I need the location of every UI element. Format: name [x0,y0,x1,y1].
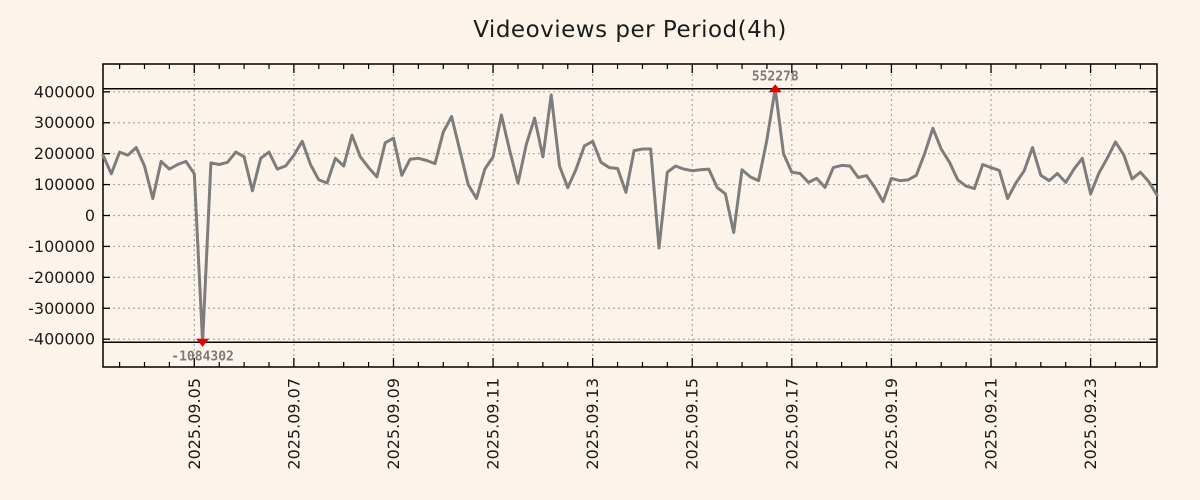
x-axis-tick-label: 2025.09.09 [384,378,403,470]
y-axis-tick-label: 400000 [34,82,95,101]
y-axis-tick-label: -400000 [28,330,95,349]
plot-border [102,63,1158,368]
max-marker-triangle-icon [768,84,782,93]
x-axis-tick-label: 2025.09.07 [284,378,303,470]
x-axis-tick-label: 2025.09.21 [982,378,1001,470]
min-marker-triangle-icon [196,338,210,347]
y-axis-tick-label: 0 [85,206,95,225]
y-axis-tick-label: -300000 [28,299,95,318]
y-axis-tick-label: 100000 [34,175,95,194]
x-axis-tick-label: 2025.09.11 [484,378,503,470]
x-axis-tick-label: 2025.09.19 [882,378,901,470]
min-value-annotation: -1084302 [171,349,234,364]
y-axis-tick-label: -200000 [28,268,95,287]
x-axis-tick-label: 2025.09.17 [782,378,801,470]
y-axis-tick-label: -100000 [28,237,95,256]
x-axis-tick-label: 2025.09.15 [683,378,702,470]
x-axis-tick-label: 2025.09.13 [583,378,602,470]
x-axis-tick-label: 2025.09.23 [1081,378,1100,470]
y-axis-tick-label: 300000 [34,113,95,132]
series-line [101,87,1159,344]
x-axis-tick-label: 2025.09.05 [185,378,204,470]
max-value-annotation: 552278 [752,70,799,85]
y-axis-tick-label: 200000 [34,144,95,163]
chart-title: Videoviews per Period(4h) [473,17,787,43]
